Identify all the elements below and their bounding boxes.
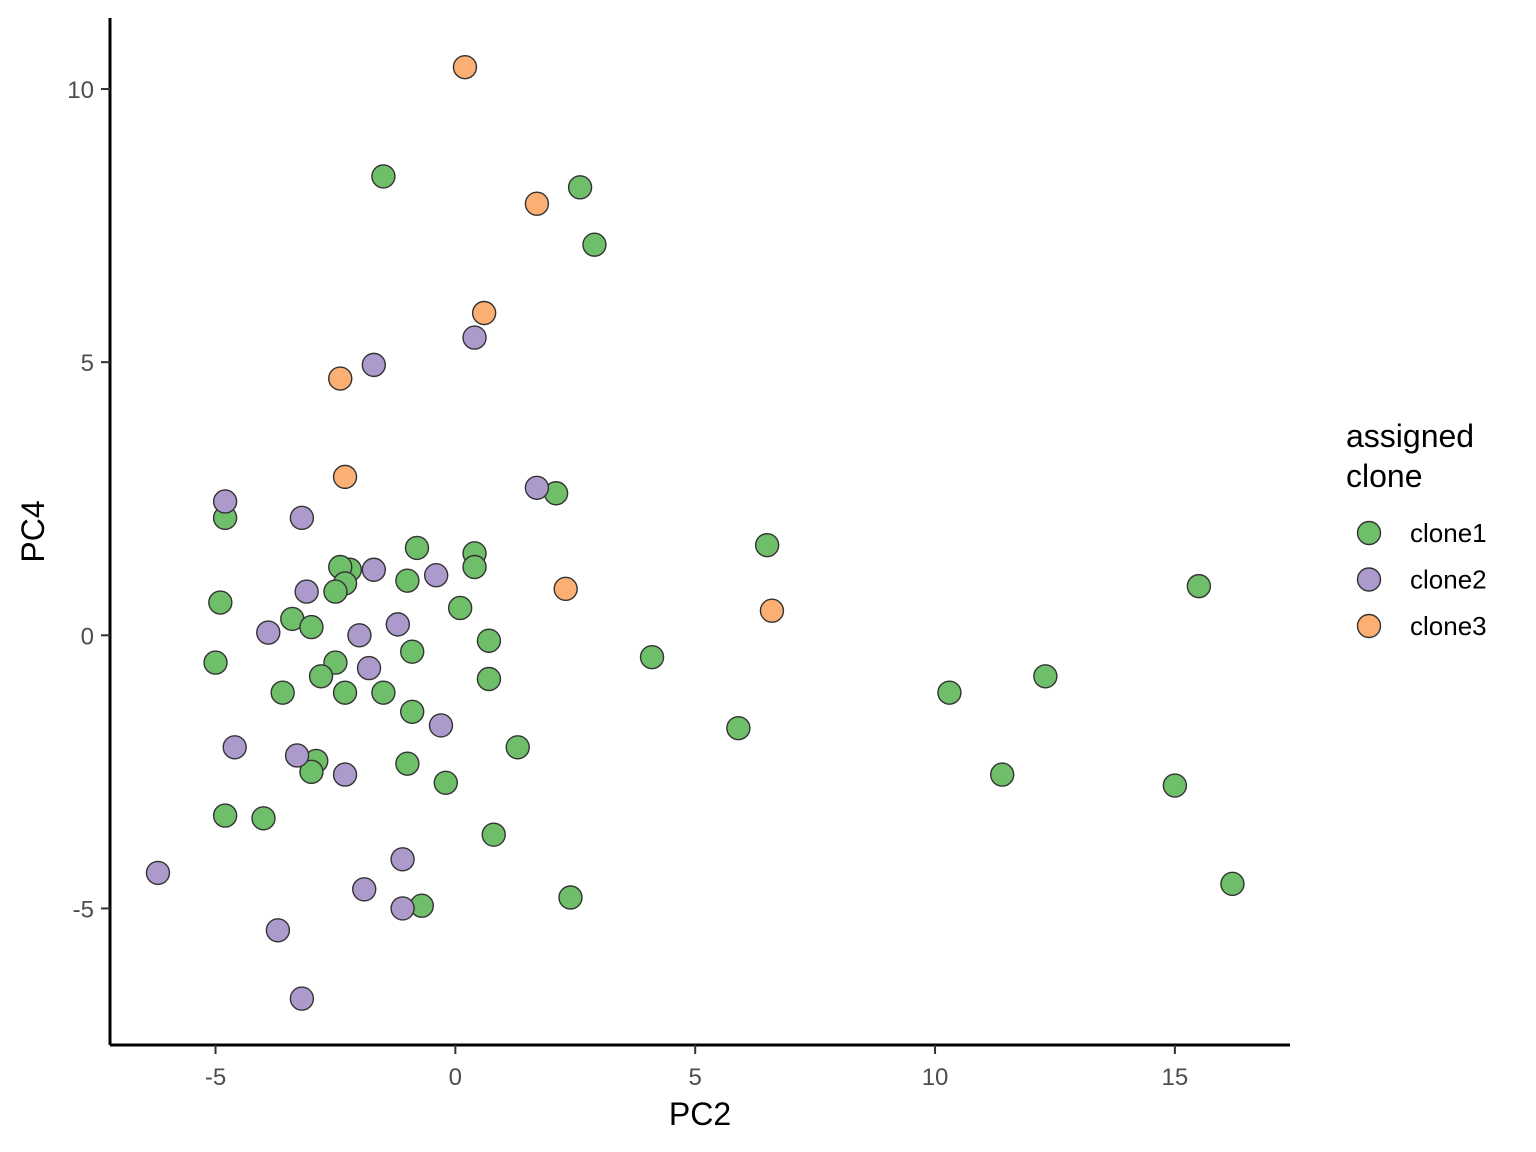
- legend-items: clone1 clone2 clone3: [1356, 518, 1487, 641]
- data-point-clone2: [265, 918, 291, 943]
- data-point-clone3: [524, 191, 550, 216]
- x-axis-ticks: -5 0 5 10 15: [205, 1045, 1188, 1091]
- data-point-clone2: [524, 475, 550, 500]
- legend-key-clone3: [1356, 613, 1382, 639]
- data-point-clone3: [452, 54, 478, 80]
- x-tick-label: 15: [1162, 1064, 1189, 1091]
- data-point-clone1: [1162, 773, 1188, 798]
- legend-title-line-1: assigned: [1346, 418, 1474, 454]
- data-point-clone2: [390, 847, 415, 872]
- data-point-clone2: [284, 743, 310, 768]
- data-point-clone2: [423, 563, 449, 588]
- data-point-clone1: [332, 680, 358, 705]
- data-point-clone2: [222, 735, 247, 760]
- data-point-clone1: [404, 535, 430, 561]
- y-tick-label: 5: [81, 350, 94, 377]
- y-tick-label: -5: [73, 896, 94, 923]
- data-point-clone2: [428, 713, 454, 738]
- data-point-clone2: [212, 489, 238, 514]
- data-point-clone2: [361, 557, 387, 582]
- data-point-clone2: [256, 620, 281, 645]
- data-point-clone1: [399, 639, 425, 664]
- data-point-clone2: [385, 612, 411, 637]
- x-tick-label: 0: [449, 1064, 462, 1091]
- legend-label-clone3: clone3: [1410, 611, 1487, 641]
- data-point-clone1: [462, 554, 487, 580]
- data-point-clone1: [937, 680, 962, 705]
- data-point-clone1: [567, 175, 593, 200]
- y-axis-ticks: -5 0 5 10: [67, 77, 110, 923]
- data-point-clone1: [208, 590, 233, 615]
- data-point-clone2: [347, 623, 372, 648]
- data-point-clone1: [1033, 664, 1058, 689]
- x-tick-label: -5: [205, 1064, 226, 1091]
- data-point-clone1: [251, 806, 276, 831]
- data-point-clone1: [203, 650, 228, 675]
- data-point-clone1: [299, 759, 324, 785]
- data-point-clone1: [639, 644, 665, 670]
- data-point-clone2: [294, 579, 319, 604]
- plot-points: [145, 54, 1245, 1011]
- data-point-clone1: [308, 664, 334, 689]
- data-point-clone1: [505, 735, 530, 760]
- data-point-clone1: [989, 762, 1015, 787]
- legend-label-clone1: clone1: [1410, 518, 1487, 548]
- data-point-clone1: [399, 699, 425, 724]
- data-point-clone2: [289, 986, 315, 1011]
- legend-key-clone1: [1356, 520, 1382, 546]
- data-point-clone1: [726, 715, 751, 741]
- data-point-clone1: [476, 628, 502, 653]
- data-point-clone1: [395, 568, 420, 593]
- data-point-clone1: [476, 666, 502, 692]
- data-point-clone1: [299, 614, 324, 640]
- data-point-clone1: [1186, 573, 1212, 599]
- data-point-clone1: [582, 232, 607, 257]
- data-point-clone1: [371, 164, 396, 189]
- data-point-clone1: [323, 579, 348, 604]
- data-point-clone2: [332, 762, 358, 787]
- data-point-clone3: [328, 366, 353, 391]
- x-tick-label: 10: [922, 1064, 949, 1091]
- data-point-clone2: [356, 655, 382, 681]
- data-point-clone2: [462, 325, 487, 350]
- legend-label-clone2: clone2: [1410, 565, 1487, 595]
- data-point-clone1: [212, 803, 238, 828]
- data-point-clone3: [332, 464, 358, 490]
- data-point-clone2: [390, 896, 415, 921]
- data-point-clone1: [395, 751, 420, 776]
- data-point-clone1: [754, 532, 780, 558]
- x-tick-label: 5: [689, 1064, 702, 1091]
- data-point-clone2: [361, 352, 387, 378]
- x-axis-title: PC2: [669, 1096, 731, 1132]
- data-point-clone1: [371, 680, 396, 705]
- data-point-clone1: [1220, 871, 1245, 897]
- y-axis-title: PC4: [15, 500, 51, 562]
- data-point-clone2: [352, 877, 377, 902]
- data-point-clone1: [447, 595, 473, 621]
- y-tick-label: 10: [67, 77, 94, 104]
- axes: -5 0 5 10 15 -5 0 5 10: [67, 18, 1290, 1091]
- data-point-clone3: [759, 598, 785, 623]
- legend: assigned clone clone1 clone2 clone3: [1346, 418, 1487, 641]
- legend-key-clone2: [1356, 567, 1382, 592]
- legend-title-line-2: clone: [1346, 458, 1423, 494]
- data-point-clone3: [471, 300, 497, 326]
- data-point-clone1: [558, 885, 583, 910]
- data-point-clone1: [433, 770, 458, 795]
- data-point-clone2: [145, 860, 171, 886]
- data-point-clone3: [553, 576, 578, 602]
- data-point-clone1: [481, 822, 506, 847]
- data-point-clone2: [289, 505, 315, 531]
- data-point-clone1: [270, 680, 295, 705]
- y-tick-label: 0: [81, 623, 94, 650]
